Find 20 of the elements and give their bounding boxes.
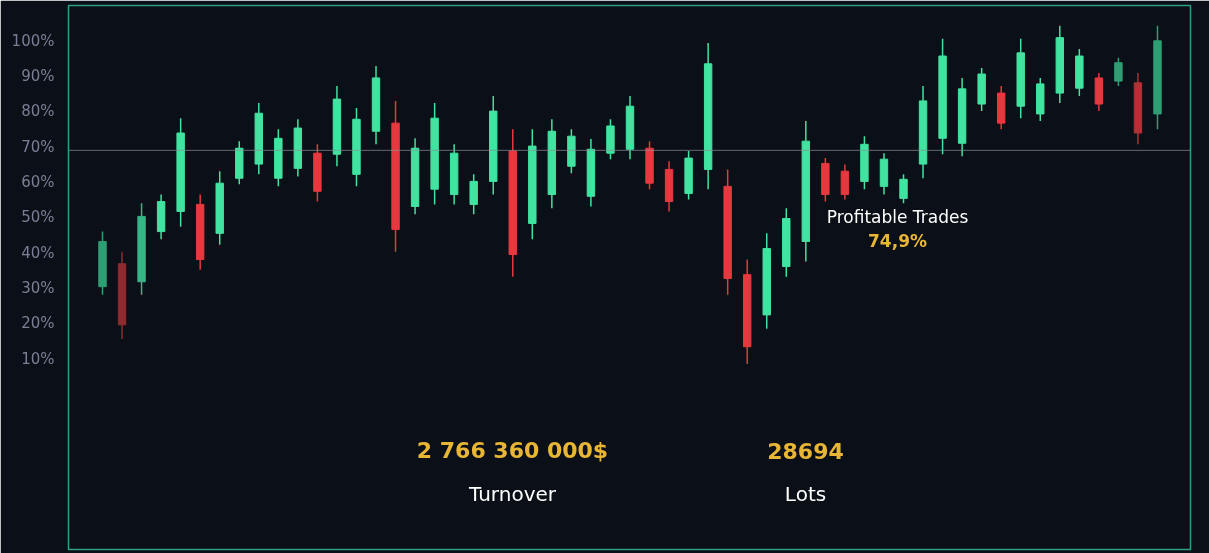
y-tick-label: 60% (21, 173, 55, 192)
y-tick-label: 70% (21, 137, 55, 156)
y-tick-label: 10% (21, 349, 55, 368)
candlestick (1114, 57, 1123, 87)
y-tick-label: 30% (21, 279, 55, 298)
y-tick-label: 20% (21, 314, 55, 333)
y-tick-label: 50% (21, 208, 55, 227)
annotation: 74,9% (868, 230, 927, 251)
candlestick (899, 173, 908, 205)
y-tick-label: 100% (11, 31, 55, 50)
annotation: Profitable Trades (826, 206, 969, 227)
annotation: Lots (784, 481, 827, 506)
annotation: 2 766 360 000$ (416, 438, 609, 463)
y-tick-label: 90% (21, 67, 55, 86)
y-tick-label: 40% (21, 243, 55, 262)
annotation: 28694 (767, 438, 844, 464)
candlestick (840, 163, 850, 201)
y-tick-label: 80% (21, 102, 55, 121)
annotation: Turnover (468, 481, 557, 506)
candlestick (469, 173, 478, 216)
